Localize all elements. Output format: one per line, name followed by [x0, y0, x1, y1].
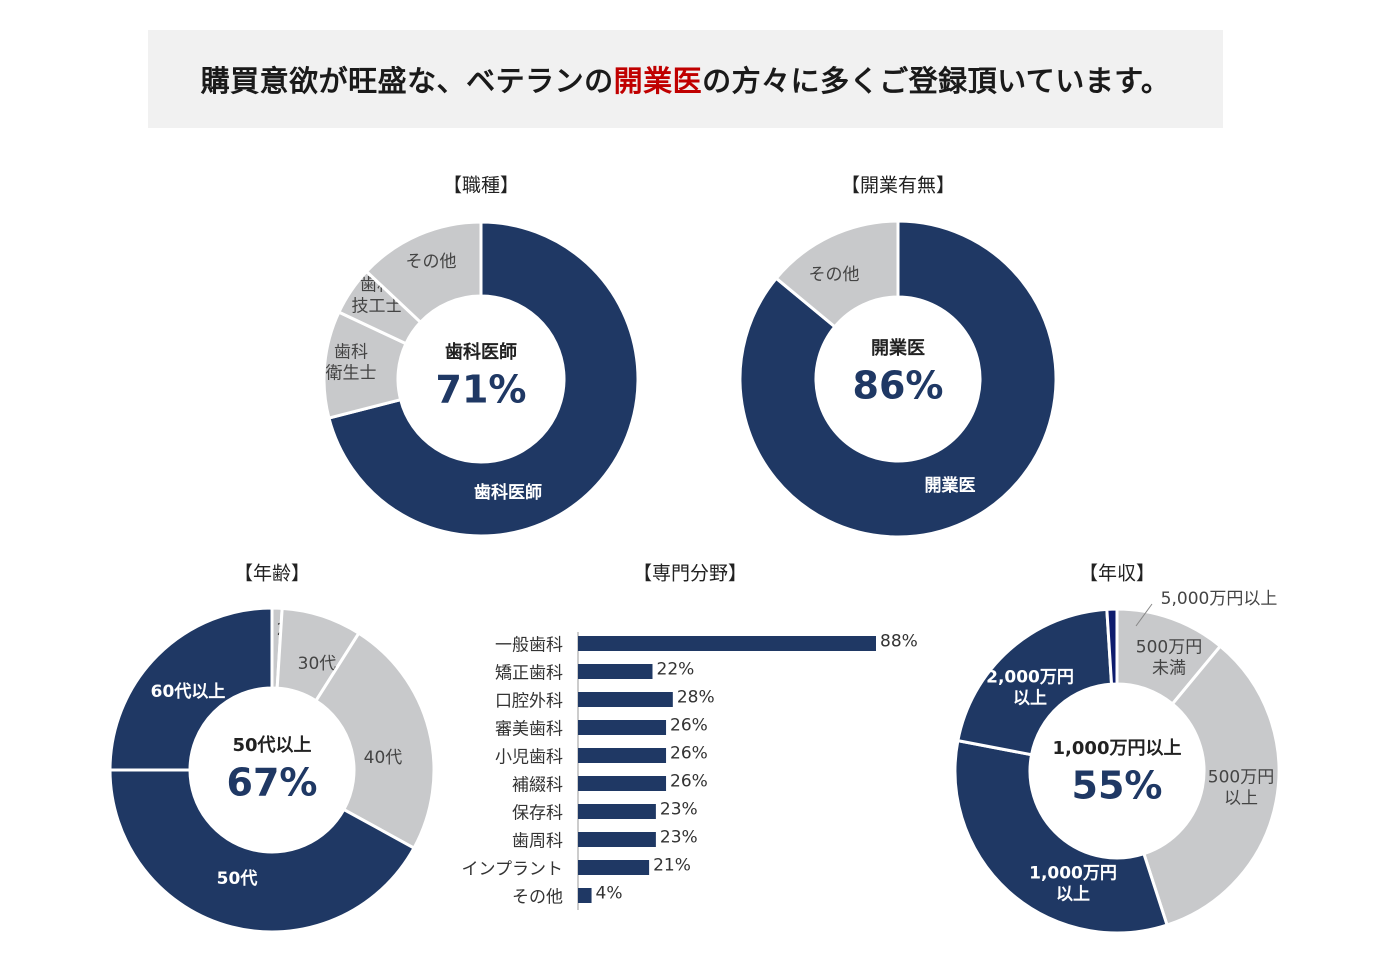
header-text-after: の方々に多くご登録頂いています。 — [702, 64, 1171, 98]
center-label: 開業医 — [871, 337, 925, 359]
bar-category-label: 口腔外科 — [495, 692, 563, 712]
bar-category-label: 補綴科 — [512, 776, 563, 796]
pie-slice — [327, 220, 640, 538]
header-text-highlight: 開業医 — [613, 64, 703, 98]
pie-slice — [1141, 644, 1281, 927]
slice-label: 開業医 — [925, 475, 976, 496]
chart-title: 【年収】 — [1079, 563, 1155, 585]
bar-value-label: 21% — [653, 856, 691, 876]
bar-value-label: 23% — [660, 828, 698, 848]
pie-slice — [364, 220, 483, 325]
header-text-before: 購買意欲が旺盛な、ベテランの — [200, 64, 614, 98]
bar-value-label: 23% — [660, 800, 698, 820]
bar — [578, 720, 667, 735]
donut-chart-2: 【年齢】20代30代40代50代60代以上50代以上67% — [108, 563, 436, 934]
center-value: 55% — [1072, 764, 1163, 808]
bar-category-label: 一般歯科 — [495, 636, 563, 656]
center-value: 71% — [436, 368, 527, 412]
pie-slice — [738, 219, 1058, 539]
slice-label: 500万円以上 — [1208, 767, 1274, 808]
pie-slice — [108, 768, 417, 934]
bar-value-label: 28% — [677, 688, 715, 708]
bar — [578, 888, 592, 903]
bar-category-label: 歯周科 — [512, 832, 563, 852]
slice-label: 60代以上 — [151, 681, 226, 702]
chart-title: 【専門分野】 — [633, 563, 747, 585]
bar-value-label: 88% — [880, 632, 918, 652]
bar — [578, 860, 650, 875]
pie-slice — [108, 606, 274, 772]
bar — [578, 636, 876, 651]
bar — [578, 832, 656, 847]
pie-slice — [1105, 607, 1119, 686]
slice-label: その他 — [809, 265, 860, 285]
center-label: 歯科医師 — [445, 341, 517, 363]
slice-label: 2,000万円以上 — [986, 667, 1074, 708]
center-label: 1,000万円以上 — [1053, 738, 1182, 759]
bar-category-label: その他 — [512, 888, 563, 908]
bar-category-label: 矯正歯科 — [495, 664, 563, 684]
slice-label: 40代 — [364, 748, 403, 768]
bar — [578, 692, 673, 707]
slice-label: 500万円未満 — [1136, 637, 1202, 678]
bar — [578, 776, 667, 791]
slice-label: 歯科医師 — [474, 482, 542, 503]
chart-title: 【職種】 — [443, 175, 519, 197]
center-label: 50代以上 — [232, 735, 311, 756]
slice-label: その他 — [406, 252, 457, 272]
bar-value-label: 26% — [670, 716, 708, 736]
pie-slice — [774, 219, 900, 329]
chart-title: 【年齢】 — [234, 563, 310, 585]
bar-category-label: 審美歯科 — [495, 720, 563, 740]
bar-chart: 【専門分野】一般歯科 88% 矯正歯科 22% 口腔外科 28% 審美歯科 26% 小児歯科 26… — [462, 563, 918, 910]
slice-label: 1,000万円以上 — [1029, 863, 1117, 904]
center-value: 67% — [227, 761, 318, 805]
header-title: 購買意欲が旺盛な、ベテランの開業医の方々に多くご登録頂いています。 — [201, 58, 1171, 100]
bar — [578, 664, 653, 679]
bar-value-label: 22% — [657, 660, 695, 680]
bar-value-label: 4% — [596, 884, 623, 904]
slice-label: 5,000万円以上 — [1161, 589, 1278, 609]
chart-title: 【開業有無】 — [841, 175, 955, 197]
bar-category-label: インプラント — [462, 860, 564, 880]
pie-slice — [956, 607, 1114, 757]
bar — [578, 748, 667, 763]
callout-line — [1135, 603, 1153, 627]
bar-value-label: 26% — [670, 744, 708, 764]
pie-slice — [953, 738, 1169, 935]
slice-label: 50代 — [217, 868, 258, 889]
pie-slice — [313, 631, 436, 851]
donut-chart-3: 【年収】 500万円未満 500万円以上 1,000万円以上 2,000万円以上 5,00… — [953, 563, 1281, 935]
slice-label: 歯科衛生士 — [326, 342, 377, 383]
slice-label: 30代 — [298, 654, 337, 674]
bar — [578, 804, 656, 819]
bar-value-label: 26% — [670, 772, 708, 792]
bar-category-label: 小児歯科 — [495, 748, 563, 768]
bar-category-label: 保存科 — [512, 804, 563, 824]
header-banner: 購買意欲が旺盛な、ベテランの開業医の方々に多くご登録頂いています。 — [148, 30, 1223, 128]
center-value: 86% — [853, 364, 944, 408]
